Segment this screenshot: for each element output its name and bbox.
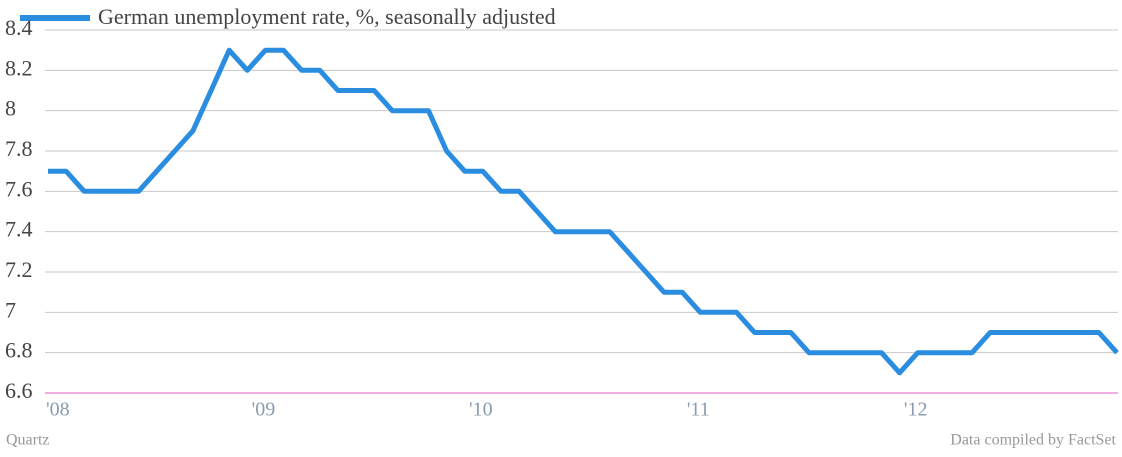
- x-tick-label: '08: [46, 399, 70, 421]
- y-tick-label: 7.2: [5, 257, 33, 282]
- y-tick-label: 7: [5, 297, 16, 322]
- y-tick-label: 6.6: [5, 378, 33, 403]
- y-tick-label: 7.8: [5, 136, 33, 161]
- y-tick-label: 7.6: [5, 176, 33, 201]
- x-tick-label: '09: [252, 399, 276, 421]
- credit: Quartz: [6, 432, 50, 449]
- y-tick-label: 8: [5, 96, 16, 121]
- y-tick-label: 6.8: [5, 338, 33, 363]
- x-tick-label: '12: [904, 399, 928, 421]
- legend-label: German unemployment rate, %, seasonally …: [98, 4, 556, 29]
- source: Data compiled by FactSet: [950, 432, 1116, 449]
- y-tick-label: 7.4: [5, 217, 33, 242]
- x-tick-label: '11: [687, 399, 710, 421]
- y-tick-label: 8.4: [5, 15, 33, 40]
- data-line: [48, 47, 1119, 376]
- x-tick-label: '10: [469, 399, 493, 421]
- y-tick-label: 8.2: [5, 55, 33, 80]
